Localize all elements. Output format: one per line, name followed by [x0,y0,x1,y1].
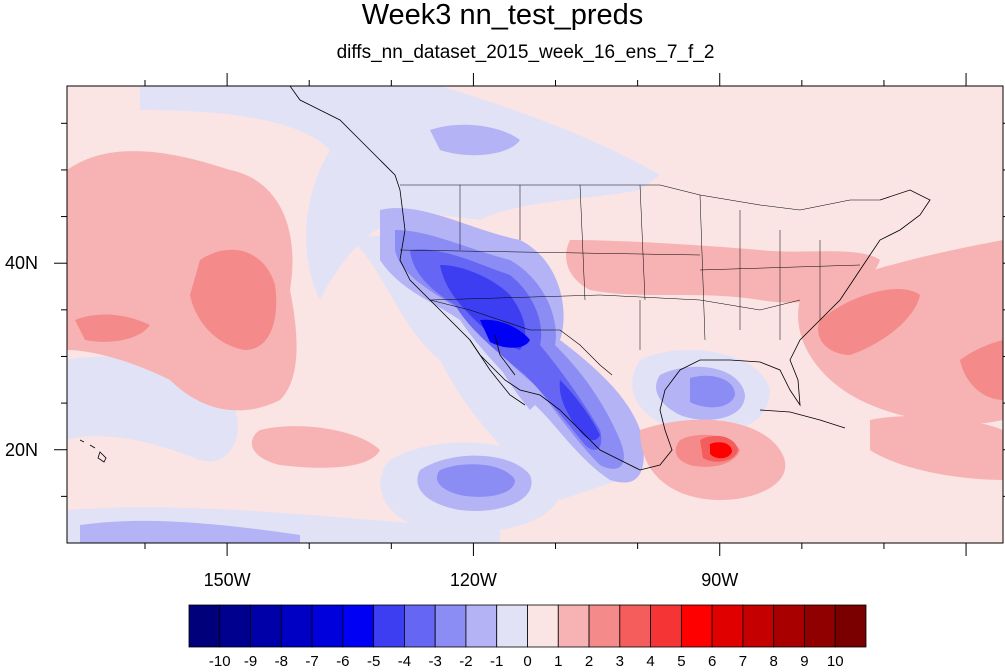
coastline [79,439,107,463]
strong-red-region [710,442,732,459]
light-red-region [251,426,380,468]
colorbar-swatch [280,604,313,648]
colorbar-swatch [650,604,682,648]
colorbar-swatch [557,604,590,648]
colorbar-label: -10 [208,653,231,670]
colorbar-label: 1 [554,653,563,670]
coastline [289,86,401,191]
colorbar-label: 10 [826,653,844,670]
medium-blue-region [436,464,515,497]
medium-red-region [190,249,277,350]
strong-blue-region [559,380,600,441]
colorbar-label: 6 [707,653,717,670]
lon-label: 90W [701,570,739,590]
colorbar-label: 2 [584,653,594,670]
colorbar-label: 9 [800,653,809,670]
colorbar-label: 7 [738,653,748,670]
plot-subtitle: diffs_nn_dataset_2015_week_16_ens_7_f_2 [336,42,715,63]
blue-region [430,124,520,156]
plot-frame [66,85,1004,544]
colorbar-swatch [219,604,251,648]
colorbar-swatch [742,604,775,648]
colorbar-swatch [619,604,651,648]
lon-label: 150W [203,570,251,590]
lat-label: 20N [4,439,38,460]
colorbar-swatch [188,604,221,648]
colorbar-label: 3 [615,653,624,670]
lon-label: 120W [449,570,497,590]
colorbar-label: -3 [428,653,442,670]
light-blue-region [350,236,620,500]
plot-title: Week3 nn_test_preds [361,0,644,31]
colorbar-swatch [527,604,559,648]
colorbar-label: -9 [243,653,258,670]
colorbar-label: -2 [459,653,473,670]
colorbar-swatch [465,604,498,648]
colorbar-label: -4 [397,653,412,670]
colorbar-label: 8 [769,653,778,670]
border-line [400,184,880,211]
colorbar-swatch [434,604,467,648]
coastline [759,409,846,429]
medium-red-region [818,289,920,355]
colorbar-swatch [311,604,344,648]
colorbar-label: -6 [336,653,350,670]
colorbar-swatch [404,604,436,648]
colorbar-label: 5 [677,653,686,670]
colorbar-swatch [496,604,528,648]
medium-red-region [75,314,150,342]
colorbar-label: -1 [490,653,504,670]
colorbar-swatch [773,604,805,648]
colorbar-swatch [711,604,744,648]
state-borders [399,184,861,350]
medium-blue-region [690,375,735,408]
axis-ticks [54,73,1005,556]
colorbar-swatch [680,604,713,648]
strong-blue-region [480,319,530,348]
colorbar [188,604,867,648]
lat-label: 40N [4,253,38,274]
colorbar-swatch [588,604,621,648]
colorbar-swatch [342,604,375,648]
colorbar-label: 4 [646,653,655,670]
border-line [429,299,613,376]
colorbar-swatch [250,604,282,648]
colorbar-label: 0 [523,653,532,670]
light-red-region [870,415,1003,480]
colorbar-swatch [834,604,867,648]
anomaly-field [67,86,1003,543]
medium-red-region [960,340,1003,400]
colorbar-label: -7 [305,653,319,670]
colorbar-label: -8 [274,653,288,670]
colorbar-swatch [373,604,405,648]
colorbar-label: -5 [366,653,381,670]
blue-region [80,520,300,543]
colorbar-swatch [804,604,836,648]
coastline [469,334,526,406]
